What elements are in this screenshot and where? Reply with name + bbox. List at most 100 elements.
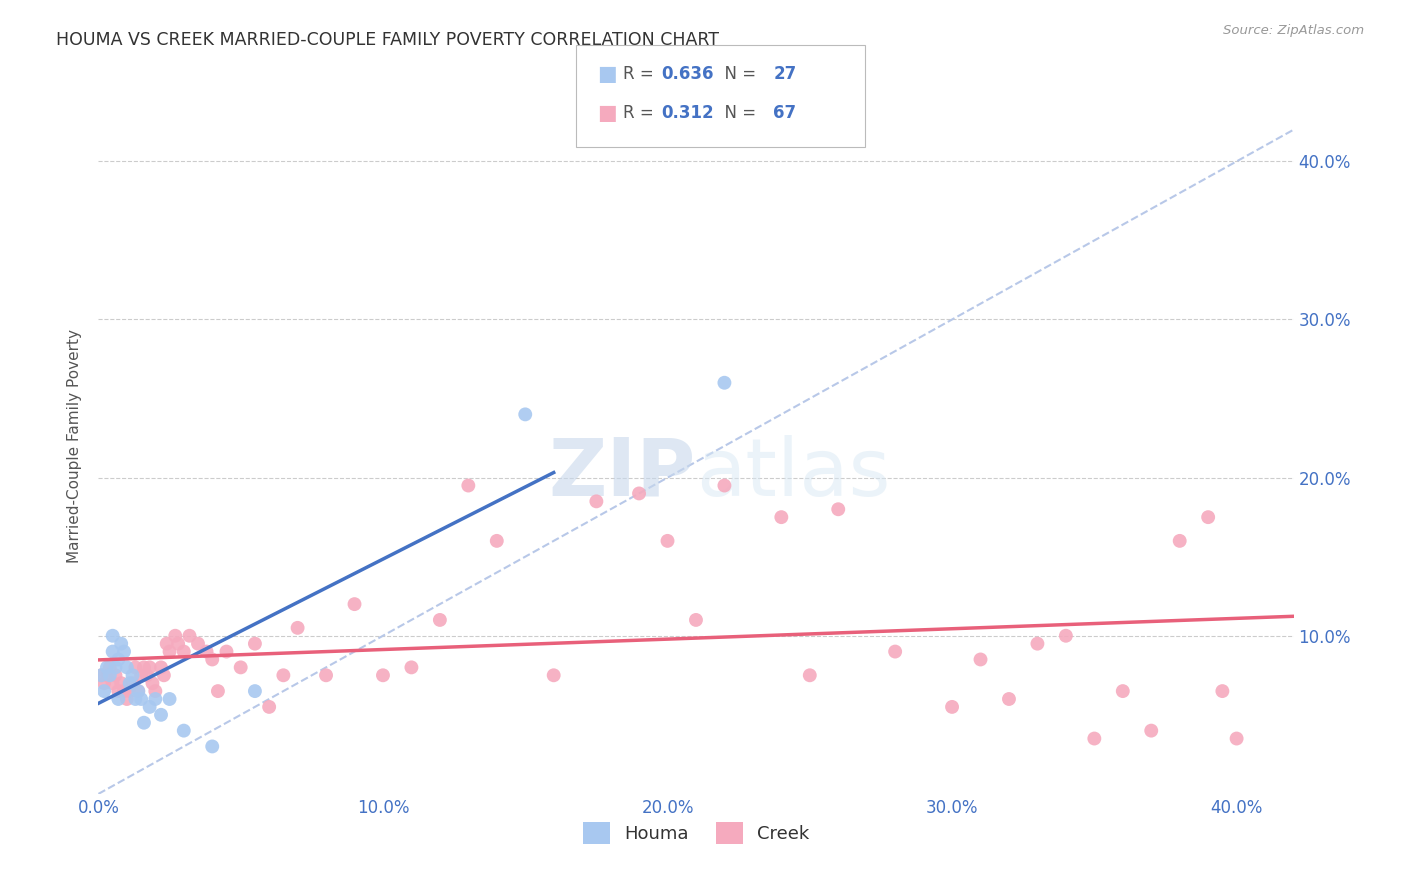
Creek bbox=[713, 478, 735, 492]
Houma bbox=[118, 676, 141, 690]
Creek bbox=[457, 478, 479, 492]
Creek bbox=[215, 644, 238, 658]
Houma bbox=[150, 707, 173, 722]
Houma bbox=[107, 692, 129, 706]
Houma bbox=[173, 723, 195, 738]
Creek bbox=[657, 533, 679, 548]
Creek bbox=[1168, 533, 1191, 548]
Creek bbox=[1226, 731, 1249, 746]
Text: 67: 67 bbox=[773, 104, 796, 122]
Houma bbox=[98, 668, 121, 682]
Creek bbox=[173, 644, 195, 658]
Creek bbox=[195, 644, 218, 658]
Creek bbox=[685, 613, 707, 627]
Creek bbox=[1211, 684, 1233, 698]
Creek bbox=[127, 684, 149, 698]
Text: 27: 27 bbox=[773, 65, 797, 83]
Creek bbox=[429, 613, 451, 627]
Creek bbox=[229, 660, 252, 674]
Houma bbox=[115, 660, 138, 674]
Creek bbox=[132, 660, 155, 674]
Creek bbox=[543, 668, 565, 682]
Houma bbox=[93, 684, 115, 698]
Houma bbox=[143, 692, 166, 706]
Creek bbox=[115, 692, 138, 706]
Creek bbox=[1054, 629, 1077, 643]
Creek bbox=[485, 533, 508, 548]
Text: 0.312: 0.312 bbox=[661, 104, 713, 122]
Creek bbox=[156, 637, 179, 651]
Creek bbox=[273, 668, 295, 682]
Text: ZIP: ZIP bbox=[548, 434, 696, 513]
Creek bbox=[96, 668, 118, 682]
Creek bbox=[141, 676, 163, 690]
Creek bbox=[143, 684, 166, 698]
Creek bbox=[150, 660, 173, 674]
Text: N =: N = bbox=[714, 104, 762, 122]
Houma bbox=[96, 660, 118, 674]
Creek bbox=[287, 621, 309, 635]
Creek bbox=[107, 684, 129, 698]
Text: HOUMA VS CREEK MARRIED-COUPLE FAMILY POVERTY CORRELATION CHART: HOUMA VS CREEK MARRIED-COUPLE FAMILY POV… bbox=[56, 31, 720, 49]
Creek bbox=[121, 676, 143, 690]
Creek bbox=[799, 668, 821, 682]
Creek bbox=[1197, 510, 1219, 524]
Creek bbox=[315, 668, 337, 682]
Houma bbox=[159, 692, 181, 706]
Creek bbox=[401, 660, 423, 674]
Creek bbox=[1083, 731, 1105, 746]
Creek bbox=[138, 660, 160, 674]
Houma bbox=[121, 668, 143, 682]
Houma bbox=[101, 629, 124, 643]
Houma bbox=[110, 637, 132, 651]
Houma bbox=[101, 644, 124, 658]
Y-axis label: Married-Couple Family Poverty: Married-Couple Family Poverty bbox=[67, 329, 83, 563]
Houma bbox=[515, 408, 537, 422]
Houma bbox=[201, 739, 224, 754]
Creek bbox=[90, 668, 112, 682]
Creek bbox=[257, 699, 280, 714]
Creek bbox=[93, 676, 115, 690]
Text: N =: N = bbox=[714, 65, 762, 83]
Creek bbox=[827, 502, 849, 516]
Creek bbox=[585, 494, 607, 508]
Creek bbox=[941, 699, 963, 714]
Text: ■: ■ bbox=[598, 103, 617, 123]
Creek bbox=[1140, 723, 1163, 738]
Creek bbox=[153, 668, 176, 682]
Creek bbox=[884, 644, 907, 658]
Creek bbox=[1112, 684, 1135, 698]
Houma bbox=[104, 660, 127, 674]
Creek bbox=[101, 676, 124, 690]
Creek bbox=[187, 637, 209, 651]
Creek bbox=[118, 684, 141, 698]
Text: ■: ■ bbox=[598, 64, 617, 84]
Text: atlas: atlas bbox=[696, 434, 890, 513]
Houma bbox=[129, 692, 152, 706]
Text: 0.636: 0.636 bbox=[661, 65, 713, 83]
Creek bbox=[159, 644, 181, 658]
Creek bbox=[179, 629, 201, 643]
Houma bbox=[112, 644, 135, 658]
Houma bbox=[132, 715, 155, 730]
Creek bbox=[124, 660, 146, 674]
Houma bbox=[713, 376, 735, 390]
Creek bbox=[135, 668, 157, 682]
Creek bbox=[129, 668, 152, 682]
Creek bbox=[770, 510, 793, 524]
Text: Source: ZipAtlas.com: Source: ZipAtlas.com bbox=[1223, 24, 1364, 37]
Creek bbox=[243, 637, 266, 651]
Creek bbox=[343, 597, 366, 611]
Text: R =: R = bbox=[623, 104, 659, 122]
Creek bbox=[628, 486, 651, 500]
Creek bbox=[998, 692, 1021, 706]
Creek bbox=[167, 637, 190, 651]
Houma bbox=[90, 668, 112, 682]
Creek bbox=[98, 660, 121, 674]
Creek bbox=[110, 676, 132, 690]
Creek bbox=[201, 652, 224, 666]
Houma bbox=[107, 652, 129, 666]
Creek bbox=[104, 668, 127, 682]
Creek bbox=[165, 629, 187, 643]
Creek bbox=[1026, 637, 1049, 651]
